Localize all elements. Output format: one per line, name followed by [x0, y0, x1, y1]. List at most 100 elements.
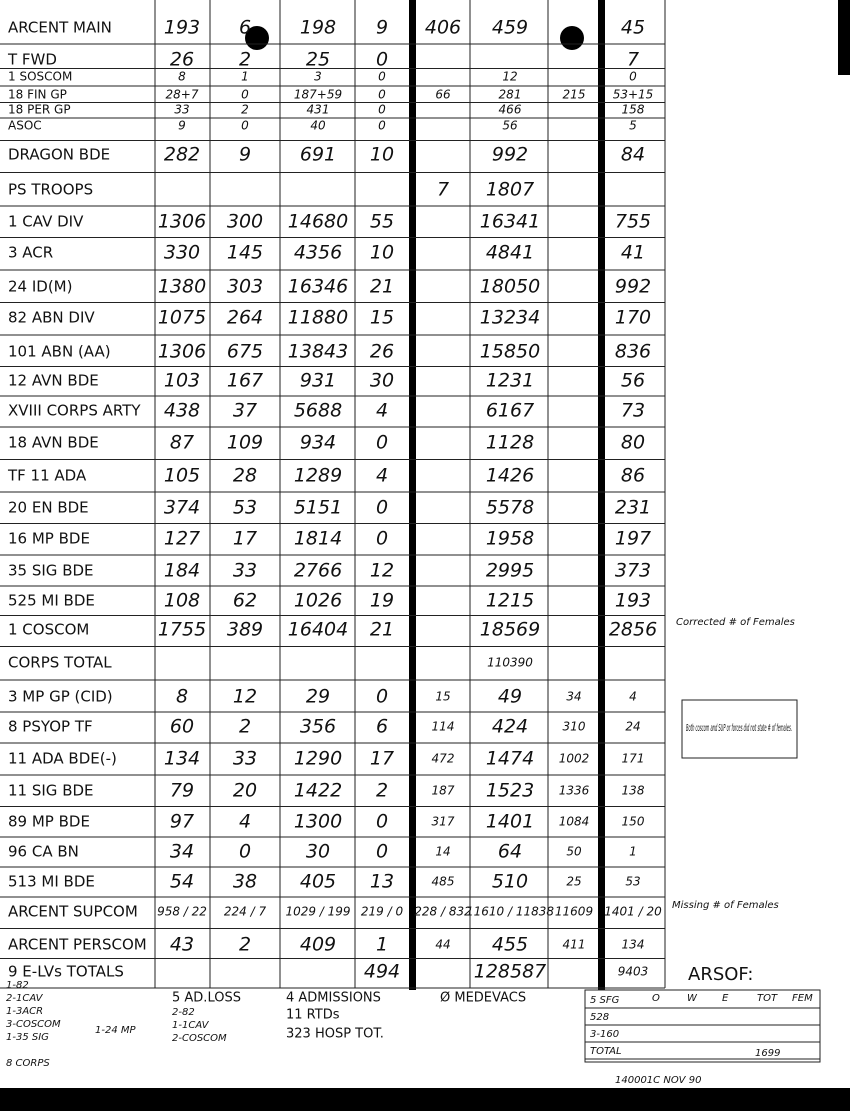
- cell: 1: [241, 70, 249, 84]
- cell: 56: [502, 119, 518, 133]
- cell: 30: [370, 370, 394, 392]
- cell: 18569: [480, 619, 540, 641]
- cell: 0: [376, 841, 388, 863]
- cell: 0: [376, 686, 388, 708]
- loss: 1-1CAV: [172, 1020, 210, 1031]
- cell: 28: [233, 465, 257, 487]
- cell: 187: [432, 784, 455, 798]
- cell: 16346: [288, 276, 348, 298]
- cell: 438: [164, 400, 200, 422]
- cell: 105: [164, 465, 200, 487]
- cell: 5: [629, 119, 637, 133]
- cell: 1026: [294, 590, 342, 612]
- dot: [560, 26, 584, 50]
- cell: 1755: [158, 619, 206, 641]
- cell: 4: [239, 811, 251, 833]
- cell: 2: [239, 49, 251, 71]
- elv: 1-3ACR: [6, 1006, 43, 1017]
- cell: 2: [376, 780, 388, 802]
- cell: 0: [376, 497, 388, 519]
- cell: 0: [241, 119, 249, 133]
- cell: 224 / 7: [224, 905, 267, 919]
- cell: 675: [227, 341, 263, 363]
- cell: 411: [563, 938, 586, 952]
- cell: 108: [164, 590, 200, 612]
- cell: 33: [174, 103, 189, 117]
- cell: 1002: [559, 752, 590, 766]
- cell: 50: [566, 845, 582, 859]
- cell: 38: [233, 871, 257, 893]
- cell: 34: [566, 690, 581, 704]
- cell: 197: [615, 528, 651, 550]
- row-label: 18 AVN BDE: [8, 434, 99, 452]
- cell: 0: [376, 49, 388, 71]
- cell: 1: [376, 934, 388, 956]
- cell: 12: [233, 686, 257, 708]
- cell: 1401 / 20: [604, 905, 662, 919]
- cell: 55: [370, 211, 394, 233]
- cell: 0: [239, 841, 251, 863]
- cell: 374: [164, 497, 200, 519]
- cell: 4841: [486, 242, 534, 264]
- arsof-head: TOT: [757, 993, 778, 1004]
- arsof-head: E: [722, 993, 729, 1004]
- elv: 3-COSCOM: [6, 1019, 61, 1030]
- cell: 1231: [486, 370, 534, 392]
- cell: 16341: [480, 211, 540, 233]
- cell: 282: [164, 144, 200, 166]
- row-label: 513 MI BDE: [8, 873, 95, 891]
- note: Both coscom and SUP or forces did not st…: [686, 723, 792, 734]
- row-label: 24 ID(M): [8, 278, 72, 296]
- cell: 60: [170, 716, 194, 738]
- loss: 2-82: [172, 1007, 195, 1018]
- cell: 14680: [288, 211, 348, 233]
- arsof-total: 1699: [755, 1048, 780, 1059]
- edge: [838, 0, 850, 75]
- cell: 13234: [480, 307, 540, 329]
- row-label: T FWD: [7, 51, 57, 69]
- cell: 33: [233, 560, 257, 582]
- cell: 459: [492, 17, 528, 39]
- divider: [598, 0, 605, 990]
- cell: 2766: [294, 560, 342, 582]
- elv: 1-24 MP: [95, 1025, 137, 1036]
- cell: 53+15: [613, 88, 654, 102]
- row-label: ASOC: [8, 119, 42, 133]
- cell: 8: [178, 70, 186, 84]
- arsof-row: TOTAL: [590, 1046, 622, 1057]
- cell: 389: [227, 619, 263, 641]
- cell: 134: [622, 938, 645, 952]
- cell: 931: [300, 370, 336, 392]
- cell: 992: [615, 276, 651, 298]
- cell: 409: [300, 934, 336, 956]
- cell: 9403: [618, 965, 649, 979]
- cell: 466: [499, 103, 522, 117]
- cell: 406: [425, 17, 461, 39]
- cell: 2: [239, 934, 251, 956]
- cell: 455: [492, 934, 528, 956]
- row-label: 16 MP BDE: [8, 530, 90, 548]
- cell: 4: [376, 465, 388, 487]
- cell: 1401: [486, 811, 534, 833]
- cell: 127: [164, 528, 200, 550]
- arsof-head: FEM: [792, 993, 813, 1004]
- row-label: PS TROOPS: [8, 181, 93, 199]
- cell: 54: [170, 871, 194, 893]
- cell: 53: [233, 497, 257, 519]
- cell: 12: [502, 70, 517, 84]
- cell: 138: [622, 784, 645, 798]
- cell: 0: [378, 103, 386, 117]
- cell: 40: [310, 119, 326, 133]
- cell: 29: [306, 686, 330, 708]
- cell: 219 / 0: [361, 905, 404, 919]
- cell: 170: [615, 307, 651, 329]
- loss: 323 HOSP TOT.: [286, 1027, 384, 1042]
- note: Missing # of Females: [672, 900, 779, 911]
- cell: 1075: [158, 307, 206, 329]
- cell: 2856: [609, 619, 657, 641]
- note: Corrected # of Females: [676, 617, 795, 628]
- cell: 2: [239, 716, 251, 738]
- cell: 110390: [487, 656, 533, 670]
- cell: 310: [563, 720, 586, 734]
- cell: 79: [170, 780, 194, 802]
